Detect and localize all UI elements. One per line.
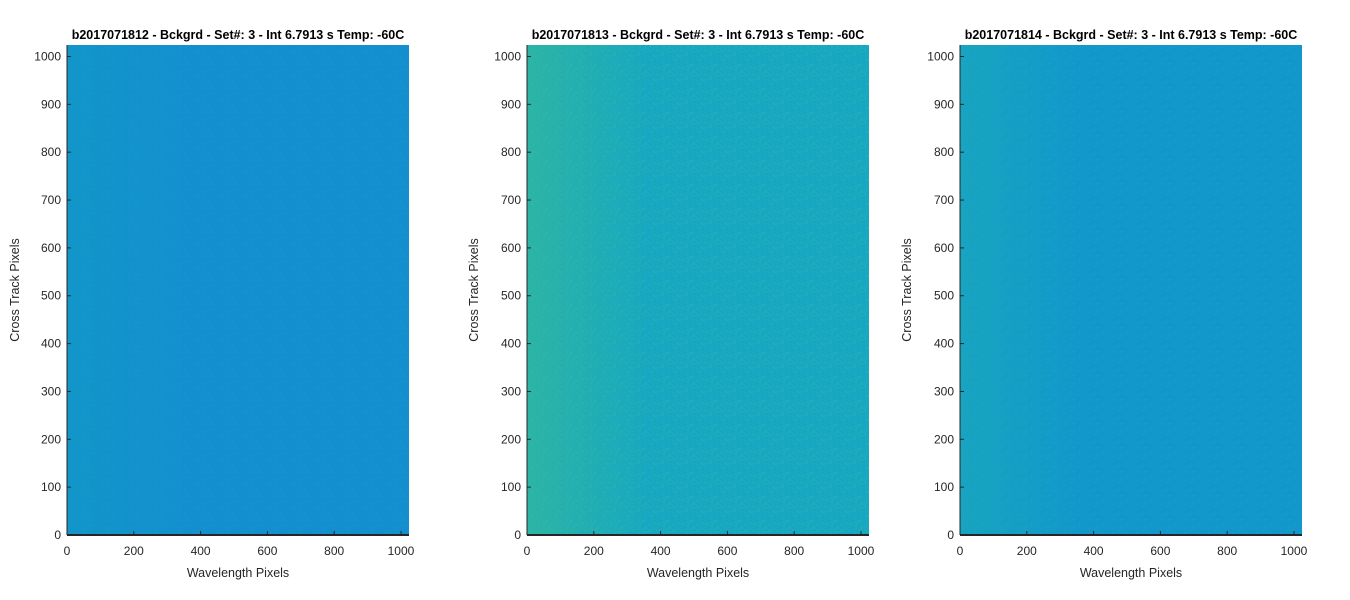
- y-tick-label: 400: [934, 337, 954, 351]
- x-tick-label: 1000: [1281, 544, 1308, 558]
- y-tick-label: 100: [41, 480, 61, 494]
- subplot-3-ticks: 0 200 400 600 800 1000 0 100 200 300 400 500 600 700 8…: [927, 49, 1307, 558]
- y-tick-label: 1000: [34, 49, 61, 63]
- x-tick-label: 0: [64, 544, 71, 558]
- y-tick-label: 300: [501, 384, 521, 398]
- subplot-1-title: b2017071812 - Bckgrd - Set#: 3 - Int 6.7…: [72, 28, 405, 42]
- x-tick-label: 800: [784, 544, 804, 558]
- y-tick-label: 0: [514, 528, 521, 542]
- y-tick-label: 500: [501, 289, 521, 303]
- x-tick-label: 1000: [848, 544, 875, 558]
- y-tick-label: 800: [934, 145, 954, 159]
- x-tick-label: 800: [324, 544, 344, 558]
- subplot-3-y-axis-label: Cross Track Pixels: [900, 238, 914, 342]
- x-tick-label: 1000: [388, 544, 415, 558]
- y-tick-label: 600: [501, 241, 521, 255]
- subplot-1-heatmap-noise: [67, 45, 409, 535]
- y-tick-label: 800: [501, 145, 521, 159]
- y-tick-label: 500: [934, 289, 954, 303]
- y-tick-label: 300: [41, 384, 61, 398]
- subplot-2-x-axis-label: Wavelength Pixels: [647, 566, 749, 580]
- subplot-2: b2017071813 - Bckgrd - Set#: 3 - Int 6.7…: [467, 28, 875, 580]
- y-tick-label: 200: [501, 432, 521, 446]
- y-tick-label: 1000: [927, 49, 954, 63]
- y-tick-label: 500: [41, 289, 61, 303]
- subplot-2-heatmap-noise: [527, 45, 869, 535]
- x-tick-label: 800: [1217, 544, 1237, 558]
- y-tick-label: 900: [501, 97, 521, 111]
- y-tick-label: 900: [41, 97, 61, 111]
- y-tick-label: 200: [41, 432, 61, 446]
- x-tick-label: 400: [651, 544, 671, 558]
- y-tick-label: 900: [934, 97, 954, 111]
- x-tick-label: 200: [1017, 544, 1037, 558]
- y-tick-label: 400: [41, 337, 61, 351]
- y-tick-label: 1000: [494, 49, 521, 63]
- subplot-1-x-axis-label: Wavelength Pixels: [187, 566, 289, 580]
- subplot-2-y-axis-label: Cross Track Pixels: [467, 238, 481, 342]
- y-tick-label: 700: [934, 193, 954, 207]
- x-tick-label: 600: [257, 544, 277, 558]
- x-tick-label: 600: [1150, 544, 1170, 558]
- y-tick-label: 200: [934, 432, 954, 446]
- x-tick-label: 0: [957, 544, 964, 558]
- y-tick-label: 600: [934, 241, 954, 255]
- subplot-2-title: b2017071813 - Bckgrd - Set#: 3 - Int 6.7…: [532, 28, 865, 42]
- y-tick-label: 700: [41, 193, 61, 207]
- x-tick-label: 600: [717, 544, 737, 558]
- x-tick-label: 0: [524, 544, 531, 558]
- x-tick-label: 400: [1084, 544, 1104, 558]
- subplot-3-heatmap-noise: [960, 45, 1302, 535]
- subplot-3-title: b2017071814 - Bckgrd - Set#: 3 - Int 6.7…: [965, 28, 1298, 42]
- subplot-1: b2017071812 - Bckgrd - Set#: 3 - Int 6.7…: [8, 28, 415, 580]
- y-tick-label: 700: [501, 193, 521, 207]
- y-tick-label: 800: [41, 145, 61, 159]
- subplot-1-ticks: 0 200 400 600 800 1000 0 100 200 300 400 500 600 700 8…: [34, 49, 414, 558]
- y-tick-label: 100: [934, 480, 954, 494]
- x-tick-label: 200: [124, 544, 144, 558]
- x-tick-label: 400: [191, 544, 211, 558]
- y-tick-label: 0: [54, 528, 61, 542]
- subplot-1-y-axis-label: Cross Track Pixels: [8, 238, 22, 342]
- subplot-3: b2017071814 - Bckgrd - Set#: 3 - Int 6.7…: [900, 28, 1308, 580]
- y-tick-label: 600: [41, 241, 61, 255]
- subplot-3-x-axis-label: Wavelength Pixels: [1080, 566, 1182, 580]
- subplot-2-ticks: 0 200 400 600 800 1000 0 100 200 300 400 500 600 700 8…: [494, 49, 874, 558]
- y-tick-label: 0: [947, 528, 954, 542]
- y-tick-label: 100: [501, 480, 521, 494]
- x-tick-label: 200: [584, 544, 604, 558]
- y-tick-label: 300: [934, 384, 954, 398]
- y-tick-label: 400: [501, 337, 521, 351]
